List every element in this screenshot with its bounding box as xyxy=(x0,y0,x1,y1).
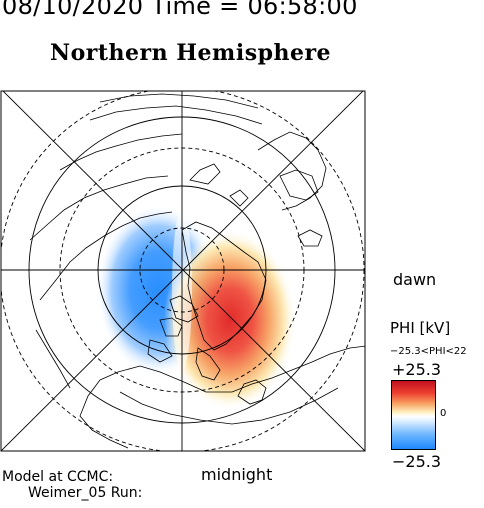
colorbar xyxy=(391,380,436,450)
model-line-1: Model at CCMC: xyxy=(2,469,114,485)
colorbar-min-label: −25.3 xyxy=(392,452,442,471)
coastlines xyxy=(29,93,365,449)
colorbar-title: PHI [kV] xyxy=(390,319,451,337)
datetime-title: 08/10/2020 Time = 06:58:00 xyxy=(2,0,358,20)
polar-map xyxy=(0,90,366,452)
colorbar-max-label: +25.3 xyxy=(392,360,442,379)
meridian-lines xyxy=(1,91,365,451)
colorbar-range: −25.3<PHI<22 xyxy=(390,346,467,357)
model-line-2: Weimer_05 Run: xyxy=(28,485,143,501)
midnight-label: midnight xyxy=(201,465,273,484)
colorbar-zero-label: 0 xyxy=(440,408,447,419)
dawn-label: dawn xyxy=(393,270,437,289)
hemisphere-title: Northern Hemisphere xyxy=(50,40,332,66)
